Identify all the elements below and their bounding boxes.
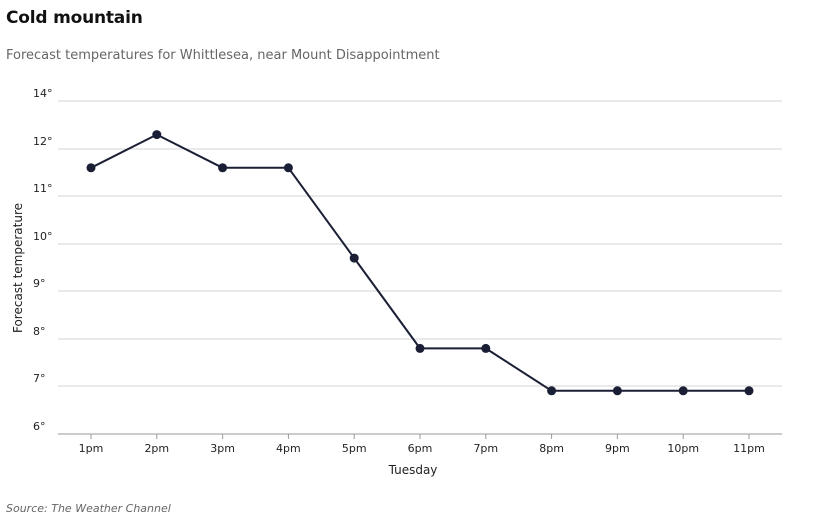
data-point xyxy=(612,386,622,396)
x-axis-ticks: 1pm 2pm 3pm 4pm 5pm 6pm 7pm 8pm 9pm 10pm 11pm xyxy=(79,434,765,455)
data-point xyxy=(744,386,754,396)
y-tick-label: 11° xyxy=(33,182,53,195)
chart-subtitle: Forecast temperatures for Whittlesea, ne… xyxy=(6,48,440,63)
data-point xyxy=(283,163,293,173)
source-prefix: Source: xyxy=(6,502,48,515)
data-point xyxy=(152,130,162,140)
y-tick-label: 7° xyxy=(33,372,46,385)
data-point xyxy=(547,386,557,396)
x-tick-label: 4pm xyxy=(276,442,301,455)
x-tick-label: 11pm xyxy=(733,442,765,455)
x-tick-label: 1pm xyxy=(79,442,104,455)
data-point xyxy=(678,386,688,396)
x-tick-label: 6pm xyxy=(408,442,433,455)
data-point xyxy=(415,343,425,353)
x-tick-label: 2pm xyxy=(144,442,169,455)
data-point xyxy=(349,253,359,263)
x-tick-label: 5pm xyxy=(342,442,367,455)
y-tick-label: 9° xyxy=(33,277,46,290)
chart-title: Cold mountain xyxy=(6,8,143,28)
data-point xyxy=(218,163,228,173)
x-tick-label: 9pm xyxy=(605,442,630,455)
x-tick-label: 10pm xyxy=(667,442,699,455)
data-point xyxy=(481,343,491,353)
x-tick-label: 7pm xyxy=(473,442,498,455)
data-point xyxy=(86,163,96,173)
y-tick-label: 6° xyxy=(33,420,46,433)
source-name: The Weather Channel xyxy=(51,502,171,515)
y-axis-title: Forecast temperature xyxy=(11,203,25,333)
x-tick-label: 8pm xyxy=(539,442,564,455)
y-tick-label: 10° xyxy=(33,230,53,243)
x-tick-label: 3pm xyxy=(210,442,235,455)
y-axis-ticks: 14° 12° 11° 10° 9° 8° 7° 6° xyxy=(33,87,53,433)
y-tick-label: 8° xyxy=(33,325,46,338)
series-layer xyxy=(86,130,754,396)
grid-layer xyxy=(58,100,782,435)
source-note: Source: The Weather Channel xyxy=(6,502,171,515)
y-tick-label: 12° xyxy=(33,135,53,148)
x-axis-title: Tuesday xyxy=(388,463,438,477)
y-tick-label: 14° xyxy=(33,87,53,100)
